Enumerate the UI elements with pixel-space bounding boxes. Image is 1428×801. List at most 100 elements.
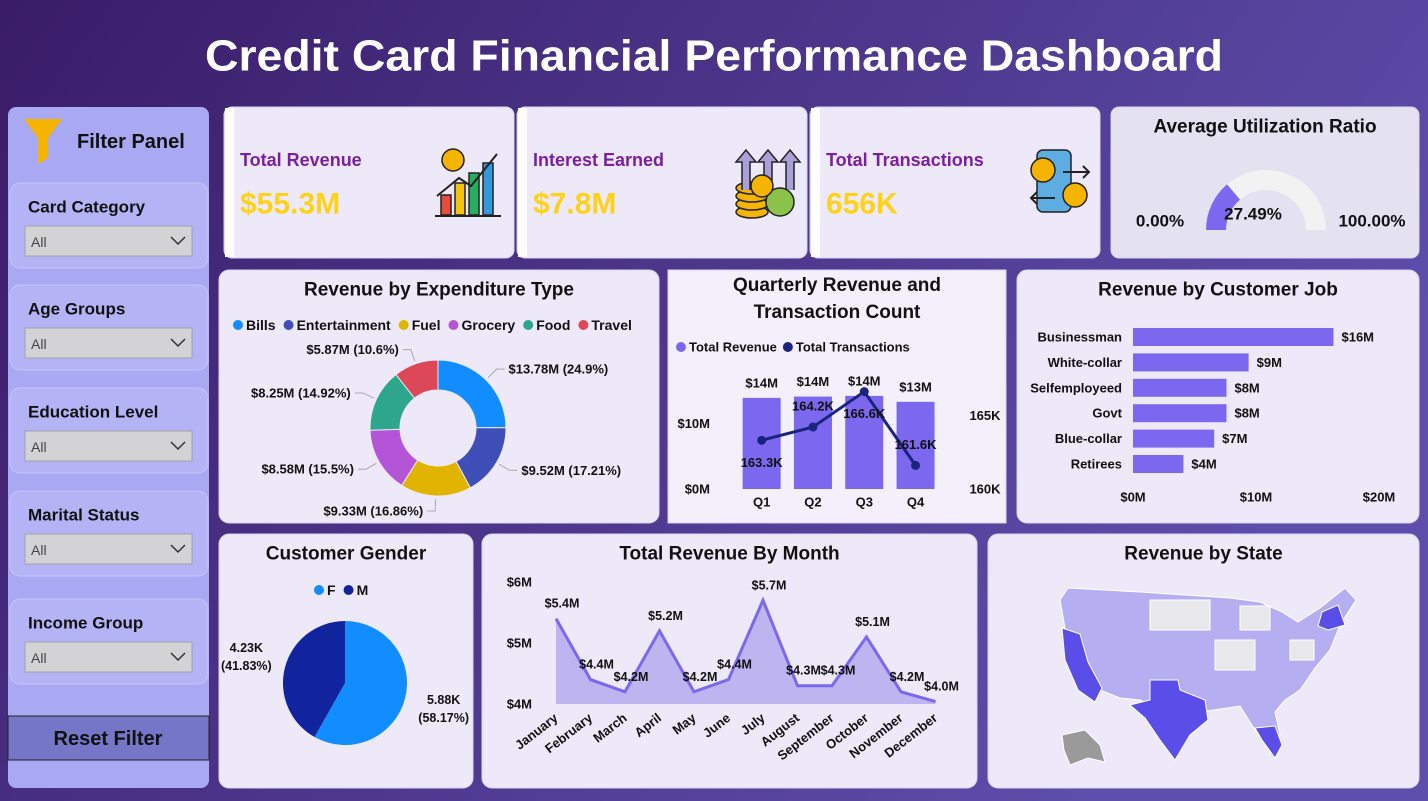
data-label: $4.3M — [786, 664, 821, 678]
category-label: Govt — [1092, 406, 1122, 421]
map-state-dark — [1254, 725, 1283, 759]
bar — [1133, 455, 1184, 473]
data-label: $9.33M (16.86%) — [323, 503, 423, 518]
chart-title: Revenue by State — [1124, 544, 1282, 565]
bar-label: $14M — [745, 375, 778, 390]
data-label: $4.2M — [890, 670, 925, 684]
map-state-dark — [1061, 627, 1103, 703]
bar-label: $16M — [1341, 330, 1374, 345]
reset-button[interactable] — [7, 715, 210, 761]
kpi-accent — [518, 108, 527, 257]
legend-swatch — [314, 585, 324, 595]
legend-swatch — [283, 320, 294, 330]
y-tick-label: $6M — [507, 575, 532, 590]
legend-label: Entertainment — [297, 317, 391, 333]
dropdown-chevron — [170, 652, 186, 662]
filter-label: Education Level — [28, 403, 158, 422]
filter-label: Age Groups — [28, 300, 125, 319]
line-point — [911, 460, 921, 470]
x-tick-label: Q1 — [753, 495, 770, 510]
bar — [1133, 378, 1227, 397]
filter-label: Marital Status — [28, 506, 139, 525]
data-label: $9.52M (17.21%) — [521, 463, 621, 478]
kpi-card — [809, 106, 1101, 259]
data-label: $5.7M — [752, 578, 787, 592]
chart-panel — [667, 269, 1007, 524]
filter-dropdown[interactable] — [24, 430, 193, 462]
filter-panel-title: Filter Panel — [77, 131, 185, 153]
icon-percent — [765, 187, 795, 217]
dashboard-title: Credit Card Financial Performance Dashbo… — [205, 32, 1223, 81]
icon-dollar — [750, 174, 774, 198]
line — [554, 596, 936, 704]
line-label: 163.3K — [741, 455, 784, 470]
legend-label: Travel — [591, 317, 631, 333]
y-tick-label: $0M — [685, 482, 710, 497]
data-label: $5.4M — [545, 597, 580, 611]
data-label: $4.4M — [579, 658, 614, 672]
icon-coin — [441, 148, 465, 172]
data-label: $5.2M — [648, 609, 683, 623]
map-state-dark — [1317, 604, 1346, 631]
bar-label: $7M — [1222, 431, 1247, 446]
filter-dropdown[interactable] — [24, 225, 193, 257]
chart-panel — [481, 533, 978, 789]
dropdown-chevron — [170, 441, 186, 451]
line-point — [859, 387, 869, 397]
data-label: $5.87M (10.6%) — [306, 342, 399, 357]
line-point — [757, 435, 767, 445]
bar — [1133, 404, 1227, 423]
gauge-track — [1206, 169, 1326, 230]
kpi-accent — [225, 108, 234, 257]
category-label: White-collar — [1048, 355, 1122, 370]
filter-label: Income Group — [28, 614, 143, 633]
pie-slice — [314, 621, 407, 745]
donut-slice — [395, 359, 439, 399]
y-tick-label: $10M — [677, 416, 710, 431]
category-label: Selfemployeed — [1030, 380, 1122, 395]
category-label: Businessman — [1037, 330, 1122, 345]
filter-dropdown[interactable] — [24, 327, 193, 359]
chart-title: Average Utilization Ratio — [1153, 117, 1376, 138]
kpi-label: Total Transactions — [826, 150, 984, 170]
data-label: $8.25M (14.92%) — [251, 385, 351, 400]
chart-title: Quarterly Revenue and Transaction Count — [732, 275, 942, 323]
legend-label: Grocery — [461, 317, 515, 333]
icon-arrow — [756, 148, 780, 190]
y2-tick-label: 160K — [969, 482, 1001, 497]
legend-label: F — [327, 582, 336, 598]
kpi-label: Interest Earned — [533, 150, 664, 170]
filter-value: All — [31, 542, 47, 558]
icon-coin — [1062, 182, 1088, 208]
leader-line — [498, 463, 518, 471]
chart-panel — [218, 269, 660, 524]
bar — [1133, 353, 1249, 372]
legend-swatch — [398, 320, 409, 330]
legend-label: Bills — [246, 317, 276, 333]
x-tick-label: $10M — [1240, 490, 1273, 505]
bar — [1133, 429, 1215, 448]
icon-arrow — [436, 153, 498, 197]
icon-bar — [440, 194, 452, 216]
legend-label: Total Revenue — [689, 340, 777, 355]
chart-title: Revenue by Expenditure Type — [304, 280, 574, 301]
line-label: 164.2K — [792, 399, 835, 414]
data-label: $5.1M — [855, 615, 890, 629]
map-state-light — [1289, 639, 1315, 661]
y-tick-label: $4M — [507, 697, 532, 712]
filter-dropdown[interactable] — [24, 641, 193, 673]
legend-swatch — [448, 320, 459, 330]
filter-dropdown[interactable] — [24, 533, 193, 565]
y-tick-label: $5M — [507, 636, 532, 651]
x-tick-label: $20M — [1363, 490, 1396, 505]
legend-label: M — [357, 582, 369, 598]
map-state-light — [1149, 599, 1211, 631]
chart-title: Customer Gender — [266, 544, 427, 565]
gauge-tick-label: 0.00% — [1136, 212, 1184, 231]
legend-label: Food — [536, 317, 570, 333]
filter-value: All — [31, 439, 47, 455]
bar-label: $9M — [1257, 355, 1282, 370]
legend-swatch — [578, 320, 589, 330]
